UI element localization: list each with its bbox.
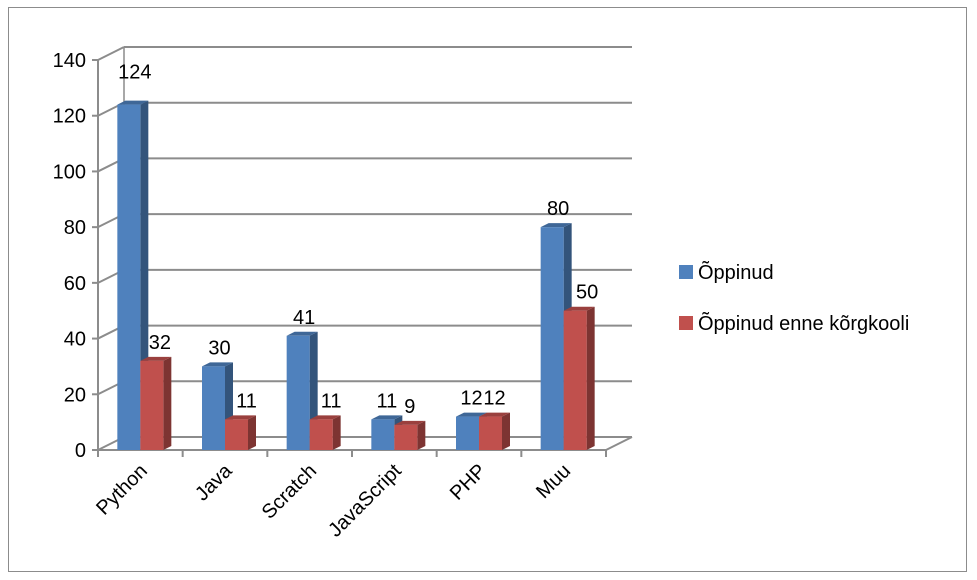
x-tick-label-java: Java [191,459,237,505]
data-label-java-1: 11 [236,390,257,412]
data-label-php-1: 12 [483,388,505,410]
x-tick-label-muu: Muu [532,460,575,503]
bar-top-javascript-0 [371,415,403,420]
legend-label-0: Õppinud [698,260,774,284]
bar-php-1 [479,416,502,450]
bar-top-scratch-1 [309,415,341,420]
data-label-python-0: 124 [118,62,151,84]
bar-side-java-1 [248,415,256,450]
x-tick-label-javascript: JavaScript [324,460,406,542]
data-label-scratch-0: 41 [293,307,315,329]
bar-side-javascript-1 [417,420,426,450]
bar-top-javascript-1 [394,420,426,425]
y-tick-label-40: 40 [64,329,86,351]
bar-java-1 [225,419,248,450]
data-label-javascript-1: 9 [404,396,415,418]
data-label-muu-0: 80 [547,198,569,220]
bar-side-scratch-1 [332,415,341,450]
data-label-muu-1: 50 [576,282,598,304]
bar-side-php-1 [502,412,510,450]
legend-swatch-1 [679,316,693,330]
y-tick-label-120: 120 [53,106,86,128]
bar-top-java-1 [225,415,256,420]
bar-top-python-1 [140,356,172,361]
y-tick-label-60: 60 [64,273,86,295]
bar-muu-1 [563,310,587,450]
y-tick-label-140: 140 [53,50,86,72]
legend-swatch-0 [679,265,693,279]
y-tick-label-20: 20 [64,384,86,406]
y-tick-label-0: 0 [75,440,86,462]
floor-right-edge [605,436,633,451]
data-label-javascript-0: 11 [376,390,397,412]
bar-top-scratch-0 [286,331,318,336]
bar-javascript-1 [394,424,418,450]
bar-top-java-0 [202,362,233,367]
data-label-java-0: 30 [208,337,230,359]
data-label-python-1: 32 [149,332,171,354]
bar-top-muu-0 [540,223,572,228]
bar-scratch-1 [309,419,333,450]
bar-side-muu-1 [586,306,595,450]
bar-javascript-0 [371,419,395,450]
y-tick-label-100: 100 [53,161,86,183]
gridline-side-140 [97,46,125,61]
chart-frame [8,7,967,572]
bar-java-0 [202,366,225,450]
bar-scratch-0 [286,335,310,450]
bar-side-python-1 [163,356,172,450]
bar-python-1 [140,360,164,450]
x-tick-label-python: Python [92,460,152,520]
bar-php-0 [456,416,479,450]
bar-top-php-0 [456,412,487,417]
data-label-scratch-1: 11 [321,390,342,412]
x-tick-label-php: PHP [446,460,491,505]
x-tick-label-scratch: Scratch [258,460,322,524]
bar-python-0 [117,104,141,451]
legend-label-1: Õppinud enne kõrgkooli [698,311,909,335]
y-tick-label-80: 80 [64,217,86,239]
bar-top-php-1 [479,412,510,417]
bar-top-python-0 [117,100,149,105]
bar-top-muu-1 [563,306,595,311]
bar-muu-0 [540,227,564,450]
data-label-php-0: 12 [460,388,482,410]
